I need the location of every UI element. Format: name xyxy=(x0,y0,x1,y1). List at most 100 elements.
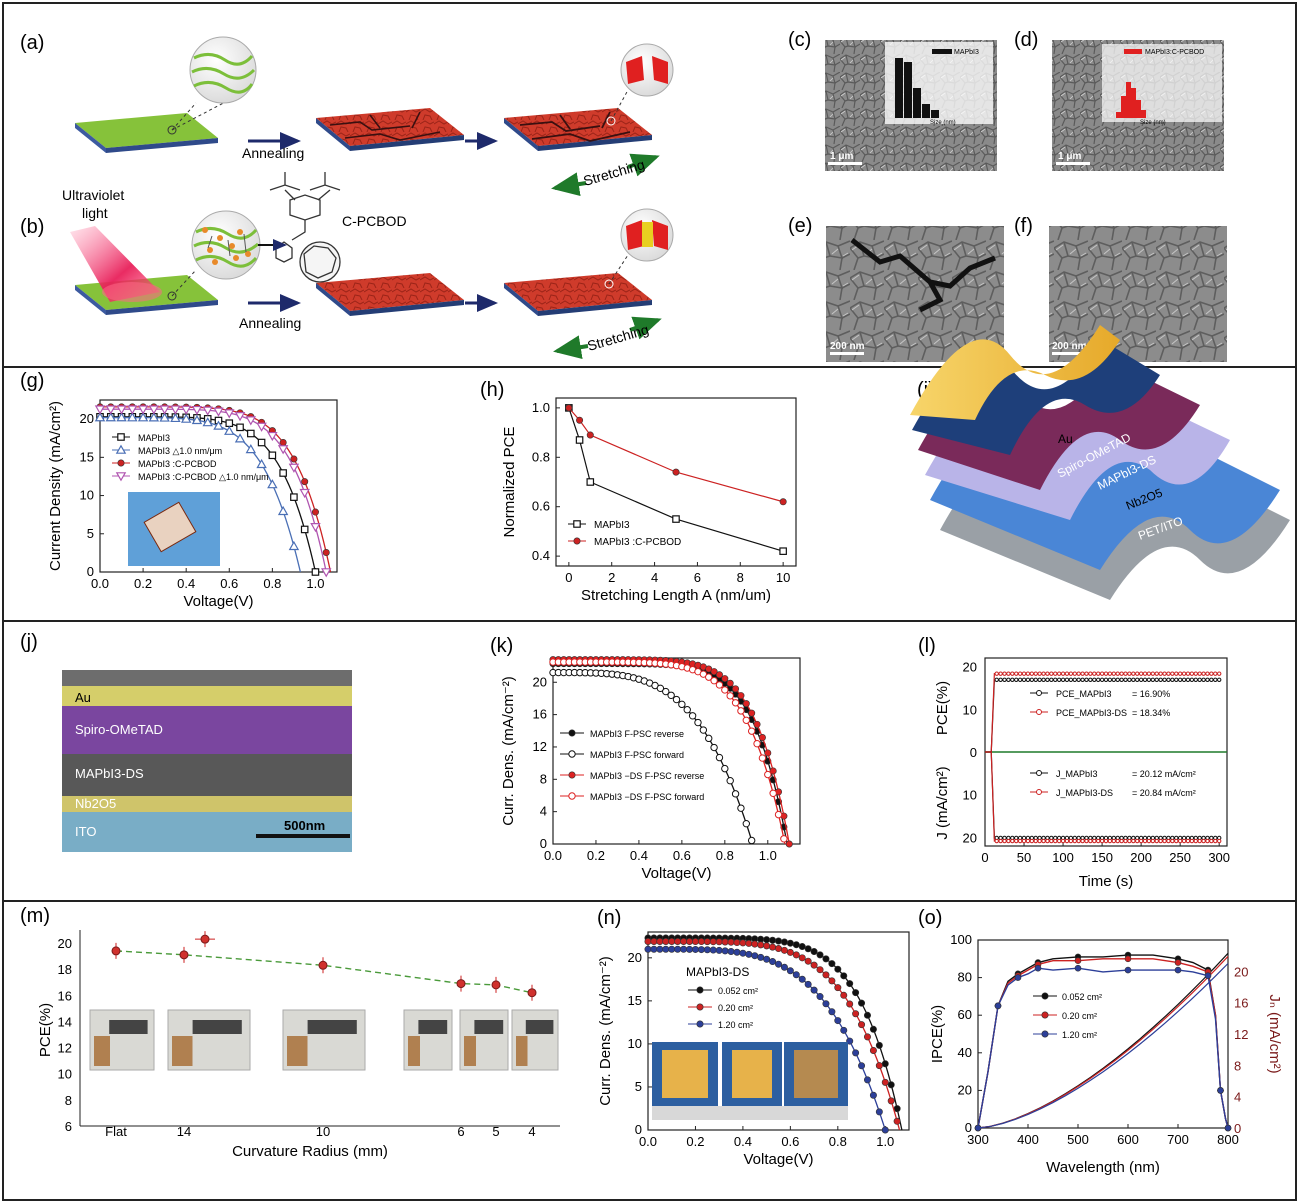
series-point-1 xyxy=(863,1033,871,1041)
y-tick-label: 10 xyxy=(963,702,977,717)
series-point-1 xyxy=(1014,671,1019,676)
chart-m: 6 8 10 12 14 16 18 20 Flat 14 10 6 5 4 Curvature Radiu… xyxy=(37,930,560,1160)
series-point-0 xyxy=(792,941,800,949)
series-point-0 xyxy=(1193,677,1198,682)
legend-label-2: MAPbI3 −DS F-PSC reverse xyxy=(590,771,704,781)
legend-value-3: = 20.84 mA/cm² xyxy=(1132,788,1196,798)
series-point-1 xyxy=(721,764,729,773)
series-point-1 xyxy=(1135,671,1140,676)
x-tick-label: 0 xyxy=(565,570,572,585)
series-point-3 xyxy=(1185,838,1191,844)
ipce-line-0 xyxy=(977,954,1229,1129)
series-point-1 xyxy=(1053,671,1058,676)
series-point-3 xyxy=(774,810,783,819)
series-point-3 xyxy=(1150,838,1156,844)
xsec-scale: 500nm xyxy=(284,818,325,833)
legend-label-0: 0.052 cm² xyxy=(718,986,758,996)
series-point-1 xyxy=(709,938,717,946)
series-point-3 xyxy=(1197,838,1202,844)
series-point-2 xyxy=(739,949,747,957)
device-sample-3 xyxy=(408,1036,420,1066)
series-point-1 xyxy=(774,945,782,953)
series-point-3 xyxy=(1076,838,1081,844)
cross-section-sem: Au Spiro-OMeTAD MAPbI3-DS Nb2O5 ITO 500n… xyxy=(62,670,352,852)
series-point-1 xyxy=(881,1078,889,1086)
series-point-1 xyxy=(721,938,729,946)
series-point-1 xyxy=(1111,671,1117,676)
series-point-1 xyxy=(779,498,787,506)
series-point-0 xyxy=(1115,677,1120,682)
y-tick-label: 0 xyxy=(87,564,94,579)
series-point-3 xyxy=(705,673,713,681)
x-tick-label: 200 xyxy=(1130,850,1152,865)
series-point-1 xyxy=(715,753,724,762)
series-point-1 xyxy=(699,726,708,734)
x-tick-label: 0.6 xyxy=(673,848,691,863)
plot-frame xyxy=(555,397,797,567)
series-point-3 xyxy=(320,568,332,578)
series-point-1 xyxy=(224,425,235,435)
series-point-2 xyxy=(674,945,682,953)
series-point-3 xyxy=(715,681,724,689)
x-tick-label: 400 xyxy=(1017,1132,1039,1147)
x-tick-label: Flat xyxy=(105,1124,127,1139)
series-point-1 xyxy=(1103,671,1109,676)
series-point-2 xyxy=(798,975,806,983)
x-axis-label: Time (s) xyxy=(1079,873,1133,890)
series-point-2 xyxy=(726,679,734,687)
series-point-1 xyxy=(1158,671,1163,676)
stretched-film-a xyxy=(504,108,652,146)
series-point-2 xyxy=(822,1000,830,1008)
series-point-1 xyxy=(678,700,686,709)
series-point-1 xyxy=(1209,671,1214,676)
series-point-0 xyxy=(1107,677,1113,682)
series-point-3 xyxy=(1041,838,1046,844)
series-point-1 xyxy=(994,671,999,676)
series-point-0 xyxy=(1127,677,1132,682)
legend-label-1: 0.20 cm² xyxy=(718,1003,753,1013)
y-tick-label: 16 xyxy=(533,707,547,722)
caliper-display-5 xyxy=(525,1020,554,1034)
series-point-0 xyxy=(1103,677,1109,682)
series-point-0 xyxy=(1033,677,1038,682)
series-point-0 xyxy=(1201,677,1206,682)
series-point-0 xyxy=(1041,677,1046,682)
series-point-1 xyxy=(1088,671,1093,676)
y-axis-label: Current Density (mA/cm²) xyxy=(47,401,64,571)
series-point-1 xyxy=(798,954,806,962)
series-point-1 xyxy=(731,790,740,798)
series-point-1 xyxy=(116,412,127,422)
x-tick-label: 300 xyxy=(967,1132,989,1147)
legend-value-0: = 16.90% xyxy=(1132,689,1170,699)
series-point-2 xyxy=(816,993,824,1001)
series-point-1 xyxy=(834,984,842,992)
series-point-2 xyxy=(758,734,766,742)
legend-value-2: = 20.12 mA/cm² xyxy=(1132,769,1196,779)
panel-label-f: (f) xyxy=(1014,215,1033,237)
series-point-0 xyxy=(852,989,860,997)
series-point-1 xyxy=(705,734,713,743)
legend-label-1: PCE_MAPbI3-DS xyxy=(1056,708,1127,718)
x-axis-label: Curvature Radius (mm) xyxy=(232,1143,388,1160)
y-tick-label: 15 xyxy=(80,449,94,464)
series-point-3 xyxy=(137,405,149,415)
series-point-3 xyxy=(726,692,734,700)
series-point-1 xyxy=(697,938,705,946)
series-point-1 xyxy=(1095,671,1101,676)
series-point-0 xyxy=(869,1025,877,1033)
legend-label-1: 0.20 cm² xyxy=(1062,1011,1097,1021)
series-point-2 xyxy=(721,947,729,955)
series-point-2 xyxy=(869,1091,877,1099)
series-point-2 xyxy=(846,1037,854,1045)
series-point-0 xyxy=(300,525,309,534)
series-point-2 xyxy=(769,767,777,775)
y-tick-label: 0 xyxy=(540,836,547,851)
series-point-3 xyxy=(245,416,257,426)
y-tick-label: 20 xyxy=(963,830,977,845)
series-point-3 xyxy=(116,405,127,415)
series-point-3 xyxy=(1025,838,1031,844)
x-tick-label: 0.4 xyxy=(734,1134,752,1149)
series-point-1 xyxy=(159,412,170,422)
panel-label-c: (c) xyxy=(788,29,811,51)
series-point-1 xyxy=(137,412,149,422)
